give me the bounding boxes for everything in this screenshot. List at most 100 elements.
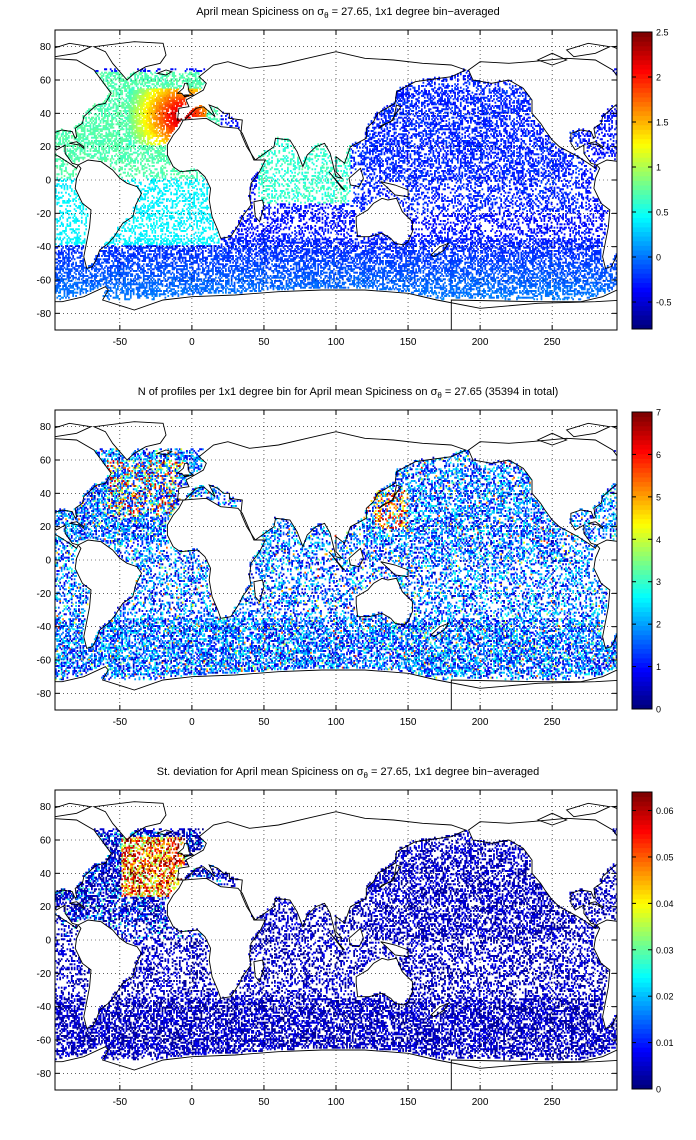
data-bin [69, 291, 72, 294]
data-bin [484, 281, 487, 284]
data-bin [312, 275, 315, 277]
data-bin [447, 268, 449, 271]
data-bin [105, 280, 108, 282]
data-bin [611, 288, 613, 291]
data-bin [373, 280, 376, 282]
data-bin [575, 288, 577, 291]
data-bin [215, 283, 217, 286]
data-bin [412, 265, 415, 267]
data-bin [526, 278, 528, 281]
data-bin [511, 268, 514, 271]
data-bin [328, 275, 331, 277]
data-bin [483, 256, 485, 259]
data-bin [477, 270, 479, 272]
data-bin [212, 281, 214, 284]
data-bin [246, 261, 249, 264]
data-bin [338, 285, 341, 287]
data-bin [137, 256, 139, 259]
data-bin [382, 288, 384, 291]
data-bin [292, 260, 295, 262]
data-bin [261, 261, 263, 264]
data-bin [340, 268, 343, 271]
data-bin [454, 256, 456, 259]
data-bin [153, 275, 155, 277]
data-bin [219, 273, 222, 276]
data-bin [547, 291, 550, 294]
data-bin [387, 263, 390, 266]
data-bin [246, 263, 249, 266]
data-bin [347, 261, 350, 264]
data-bin [295, 261, 298, 264]
data-bin [445, 258, 448, 261]
data-bin [559, 286, 562, 289]
data-bin [236, 290, 239, 292]
data-bin [295, 273, 298, 276]
data-bin [413, 280, 416, 282]
data-bin [491, 270, 494, 272]
data-bin [150, 271, 152, 274]
data-bin [292, 271, 295, 274]
data-bin [537, 293, 540, 296]
data-bin [80, 260, 83, 262]
data-bin [393, 280, 396, 282]
data-bin [117, 268, 119, 271]
data-bin [354, 266, 357, 269]
data-bin [89, 280, 92, 282]
data-bin [539, 278, 541, 281]
data-bin [279, 256, 282, 259]
data-bin [158, 275, 161, 277]
data-bin [418, 255, 420, 257]
data-bin [599, 286, 602, 289]
data-bin [249, 255, 252, 257]
data-bin [236, 270, 239, 272]
data-bin [158, 266, 161, 269]
data-bin [238, 290, 240, 292]
data-bin [461, 291, 464, 294]
data-bin [350, 283, 353, 286]
data-bin [320, 285, 322, 287]
data-bin [163, 261, 165, 264]
data-bin [68, 278, 70, 281]
data-bin [57, 280, 60, 282]
data-bin [410, 276, 413, 279]
data-bin [127, 263, 129, 266]
data-bin [209, 263, 211, 266]
data-bin [504, 281, 507, 284]
data-bin [442, 285, 445, 287]
data-bin [454, 260, 456, 262]
data-bin [258, 278, 260, 281]
data-bin [266, 286, 269, 289]
data-bin [314, 271, 317, 274]
data-bin [219, 271, 222, 274]
data-bin [408, 265, 410, 267]
data-bin [282, 286, 285, 289]
data-bin [454, 291, 456, 294]
data-bin [184, 276, 187, 279]
data-bin [599, 276, 602, 279]
data-bin [481, 290, 484, 292]
data-bin [242, 285, 245, 287]
data-bin [436, 286, 439, 289]
data-bin [141, 270, 144, 272]
data-bin [410, 273, 413, 276]
data-bin [435, 260, 438, 262]
data-bin [300, 256, 302, 259]
data-bin [262, 270, 265, 272]
data-bin [291, 278, 294, 281]
data-bin [520, 276, 523, 279]
data-bin [389, 280, 392, 282]
data-bin [181, 283, 184, 286]
data-bin [488, 295, 491, 297]
data-bin [556, 291, 559, 294]
data-bin [122, 290, 125, 292]
data-bin [415, 256, 418, 259]
data-bin [315, 260, 318, 262]
data-bin [89, 271, 92, 274]
data-bin [578, 281, 580, 284]
data-bin [148, 280, 151, 282]
data-bin [129, 286, 132, 289]
data-bin [406, 288, 409, 291]
data-bin [225, 270, 227, 272]
data-bin [320, 261, 322, 264]
data-bin [271, 260, 273, 262]
